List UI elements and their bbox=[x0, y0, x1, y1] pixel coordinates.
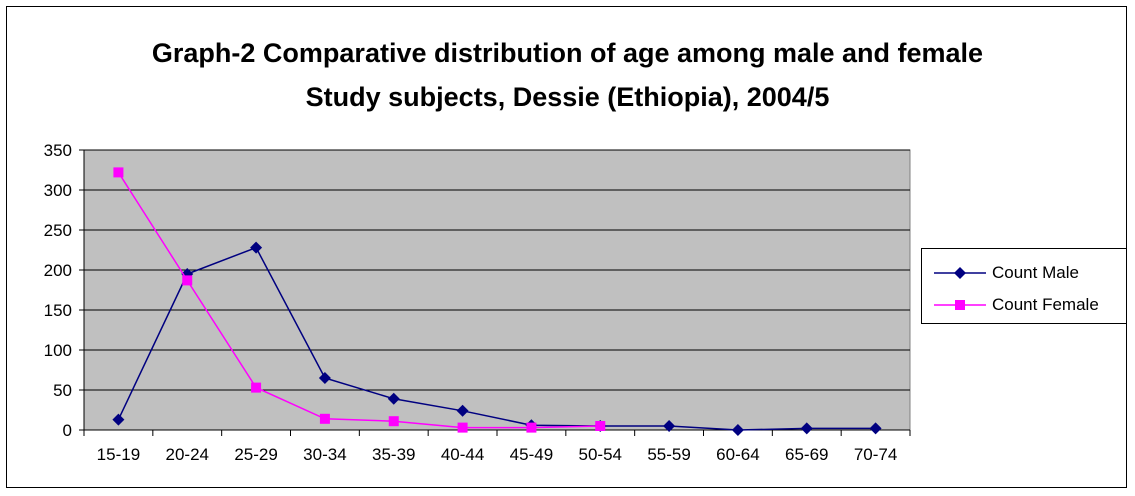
x-tick-label: 40-44 bbox=[441, 445, 484, 464]
legend-label-male: Count Male bbox=[992, 263, 1079, 282]
x-tick-label: 65-69 bbox=[785, 445, 828, 464]
series-line-male bbox=[117, 246, 876, 431]
chart-title: Graph-2 Comparative distribution of age … bbox=[7, 31, 1128, 119]
data-point-female bbox=[457, 422, 468, 433]
data-point-female bbox=[319, 413, 330, 424]
x-tick-label: 35-39 bbox=[372, 445, 415, 464]
data-point-male bbox=[456, 404, 469, 417]
x-tick-label: 45-49 bbox=[510, 445, 553, 464]
data-point-male bbox=[731, 424, 744, 436]
series-line-female bbox=[117, 171, 601, 429]
data-point-male bbox=[663, 420, 676, 432]
y-tick-label: 250 bbox=[44, 221, 72, 240]
data-point-male bbox=[869, 422, 882, 435]
data-point-male bbox=[250, 241, 263, 254]
data-point-female bbox=[251, 382, 262, 393]
data-point-female bbox=[526, 422, 537, 433]
data-point-male bbox=[387, 392, 400, 405]
chart-legend: Count Male Count Female bbox=[921, 248, 1127, 324]
x-tick-label: 30-34 bbox=[303, 445, 346, 464]
data-point-female bbox=[595, 421, 606, 431]
chart-title-line-2: Study subjects, Dessie (Ethiopia), 2004/… bbox=[305, 82, 830, 112]
data-point-female bbox=[113, 167, 124, 178]
data-point-female bbox=[182, 275, 193, 286]
y-tick-label: 0 bbox=[63, 421, 72, 440]
y-tick-label: 350 bbox=[44, 141, 72, 160]
data-point-male bbox=[318, 372, 331, 384]
legend-item-female: Count Female bbox=[932, 294, 1122, 316]
y-tick-label: 50 bbox=[53, 381, 72, 400]
y-tick-label: 150 bbox=[44, 301, 72, 320]
x-tick-label: 70-74 bbox=[854, 445, 897, 464]
data-point-male bbox=[800, 422, 813, 435]
y-tick-label: 300 bbox=[44, 181, 72, 200]
legend-male-swatch bbox=[934, 267, 986, 279]
x-tick-label: 25-29 bbox=[234, 445, 277, 464]
y-tick-label: 100 bbox=[44, 341, 72, 360]
x-tick-label: 60-64 bbox=[716, 445, 759, 464]
data-point-female bbox=[388, 416, 399, 427]
legend-item-male: Count Male bbox=[932, 262, 1122, 284]
data-point-male bbox=[112, 413, 125, 426]
x-tick-label: 15-19 bbox=[97, 445, 140, 464]
chart-title-line-1: Graph-2 Comparative distribution of age … bbox=[151, 38, 984, 68]
legend-label-female: Count Female bbox=[992, 295, 1099, 314]
plot-area bbox=[83, 149, 911, 431]
x-tick-label: 20-24 bbox=[166, 445, 209, 464]
legend-female-swatch bbox=[934, 300, 986, 310]
x-tick-label: 55-59 bbox=[647, 445, 690, 464]
y-tick-label: 200 bbox=[44, 261, 72, 280]
x-tick-label: 50-54 bbox=[579, 445, 622, 464]
